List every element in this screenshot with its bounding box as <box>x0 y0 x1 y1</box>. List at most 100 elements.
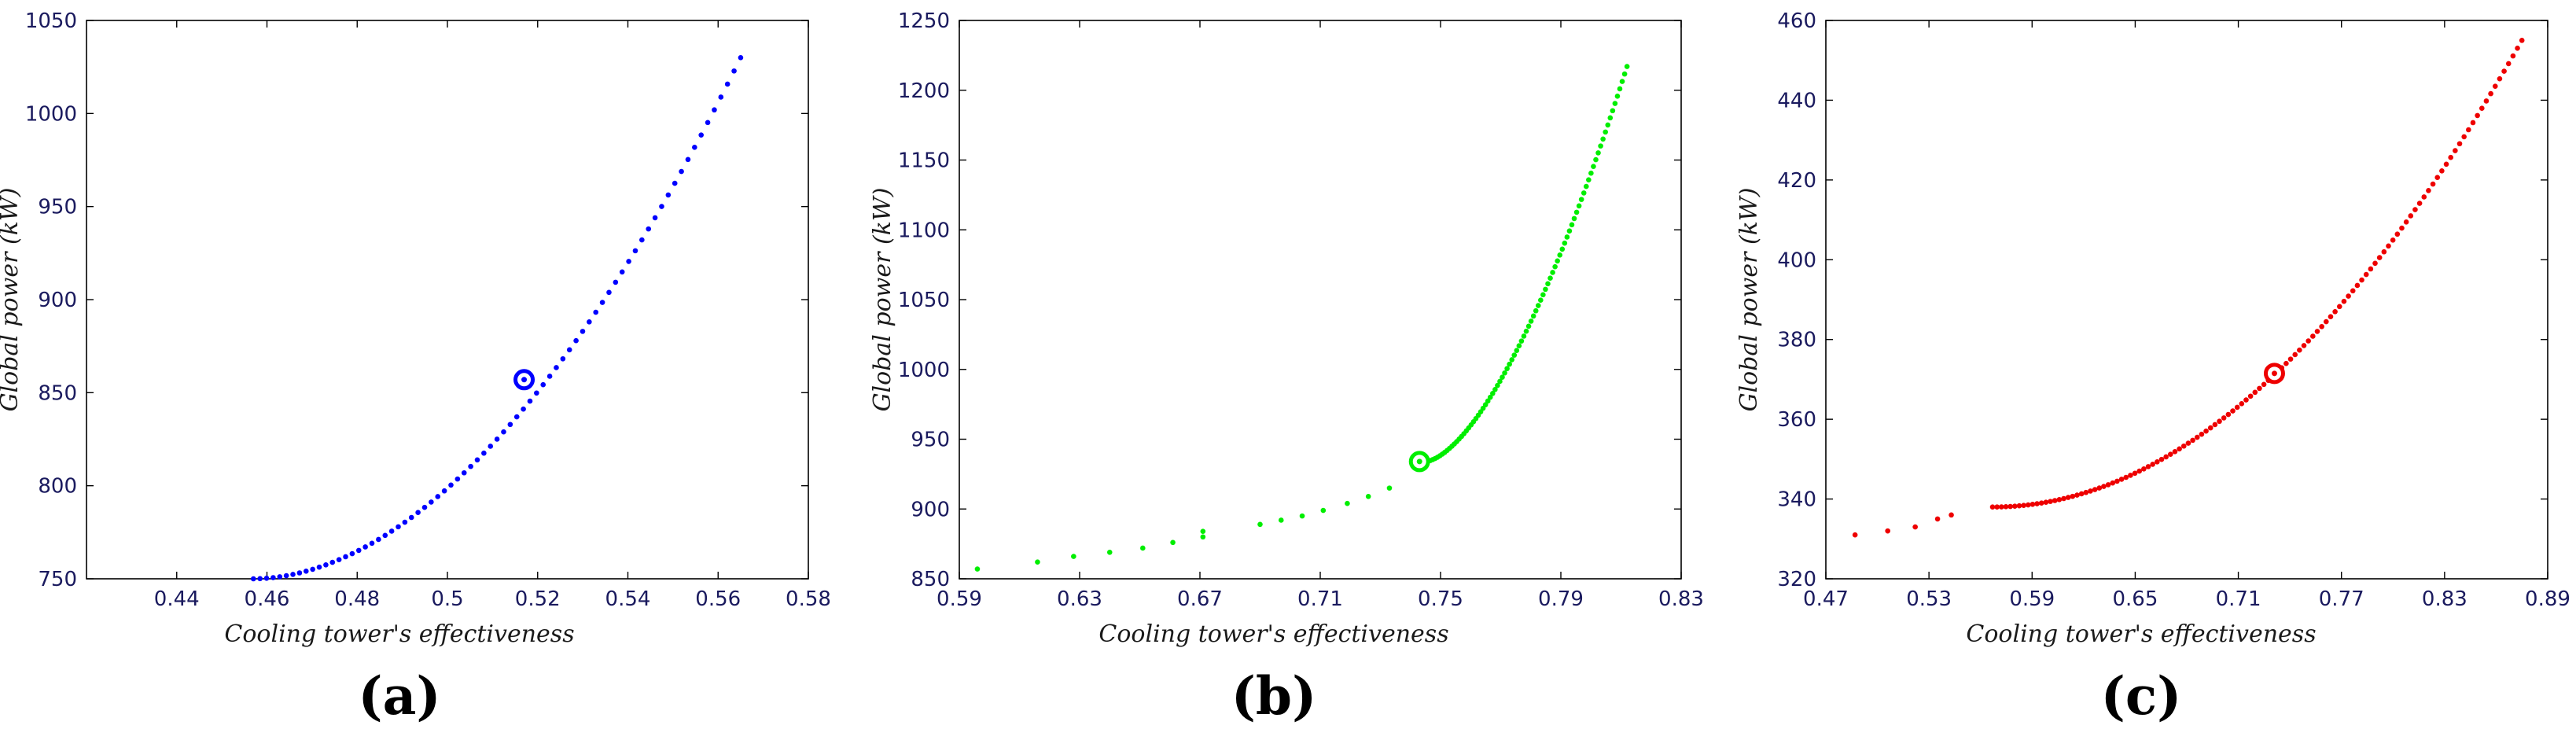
data-point <box>712 107 717 113</box>
y-tick-label: 420 <box>1777 169 1816 193</box>
data-point <box>2381 249 2387 255</box>
data-point <box>1497 378 1503 385</box>
x-tick-label: 0.89 <box>2525 587 2570 611</box>
data-point <box>2386 243 2391 249</box>
x-tick-label: 0.46 <box>245 587 290 611</box>
data-point <box>343 554 348 560</box>
data-point <box>685 156 691 163</box>
data-point <box>1564 234 1570 240</box>
data-point <box>1533 307 1539 314</box>
data-point <box>323 561 329 568</box>
data-point <box>2426 187 2431 193</box>
data-point <box>1530 313 1536 319</box>
data-point <box>2470 120 2476 126</box>
data-point <box>1490 390 1496 396</box>
highlight-point-center <box>2271 370 2277 377</box>
data-point <box>369 540 375 547</box>
data-point <box>566 347 572 353</box>
data-point <box>263 576 270 581</box>
y-tick-label: 750 <box>38 568 77 591</box>
y-tick-label: 900 <box>911 498 950 521</box>
data-point <box>1200 528 1206 534</box>
data-point <box>540 381 546 388</box>
data-point <box>2505 61 2512 67</box>
data-point <box>1999 504 2004 510</box>
data-point <box>2372 260 2378 267</box>
data-point <box>1588 170 1594 176</box>
data-point <box>2453 148 2458 153</box>
data-point <box>2403 219 2409 225</box>
data-point <box>2519 38 2525 43</box>
data-point <box>1581 190 1587 196</box>
data-point <box>1624 64 1630 69</box>
data-point <box>1591 164 1596 169</box>
data-point <box>2306 338 2311 344</box>
data-point <box>2180 443 2187 449</box>
data-point <box>2110 480 2116 486</box>
data-point <box>2016 503 2022 509</box>
data-point <box>2439 168 2445 174</box>
data-point <box>1200 534 1206 540</box>
data-point <box>2488 90 2493 97</box>
data-point <box>2332 308 2338 315</box>
data-point <box>2021 503 2026 508</box>
data-point <box>1345 500 1350 506</box>
data-point <box>573 337 579 344</box>
data-point <box>1170 539 1176 546</box>
data-point <box>2287 356 2294 362</box>
data-point <box>606 289 612 296</box>
y-tick-label: 800 <box>38 475 77 499</box>
y-tick-label: 380 <box>1777 329 1816 352</box>
data-point <box>652 215 658 221</box>
data-point <box>329 559 336 565</box>
data-point <box>1885 528 1890 534</box>
data-point <box>388 528 395 534</box>
data-point <box>1299 513 1305 519</box>
data-point <box>1257 521 1263 528</box>
data-point <box>1482 402 1489 407</box>
x-axis-label: Cooling tower's effectiveness <box>1098 620 1448 648</box>
data-point <box>1612 101 1618 106</box>
data-point <box>698 132 704 138</box>
data-point <box>2483 98 2490 104</box>
y-tick-label: 1050 <box>25 9 77 33</box>
data-point <box>2158 456 2165 462</box>
data-point <box>599 300 605 305</box>
data-point <box>2177 446 2182 452</box>
data-point <box>1487 394 1493 400</box>
x-tick-label: 0.71 <box>1297 587 1343 611</box>
data-point <box>1035 559 1040 565</box>
data-point <box>1852 532 1858 538</box>
y-tick-label: 1000 <box>25 102 77 126</box>
data-point <box>296 570 303 576</box>
data-point <box>613 279 619 285</box>
data-point <box>724 81 730 87</box>
x-tick-label: 0.58 <box>786 587 831 611</box>
data-point <box>283 572 289 579</box>
data-point <box>303 569 309 574</box>
data-point <box>1511 352 1518 358</box>
data-point <box>2234 404 2240 410</box>
data-point <box>2408 213 2414 219</box>
x-tick-label: 0.59 <box>937 587 982 611</box>
data-point <box>2203 428 2209 434</box>
x-tick-label: 0.48 <box>334 587 380 611</box>
data-point <box>2257 385 2262 392</box>
y-axis-label: Global power (kW) <box>0 188 24 412</box>
data-point <box>1535 303 1541 308</box>
data-point <box>290 572 296 577</box>
data-point <box>1559 246 1566 252</box>
y-tick-label: 360 <box>1777 408 1816 432</box>
data-point <box>1614 93 1621 99</box>
data-point <box>1523 328 1529 334</box>
data-point <box>2172 448 2178 455</box>
data-point <box>270 575 276 580</box>
data-point <box>421 504 428 510</box>
data-point <box>2096 485 2103 491</box>
data-point <box>250 576 256 582</box>
data-point <box>2336 304 2342 310</box>
data-point <box>665 192 672 198</box>
data-point <box>2421 194 2427 200</box>
data-point <box>349 550 355 557</box>
